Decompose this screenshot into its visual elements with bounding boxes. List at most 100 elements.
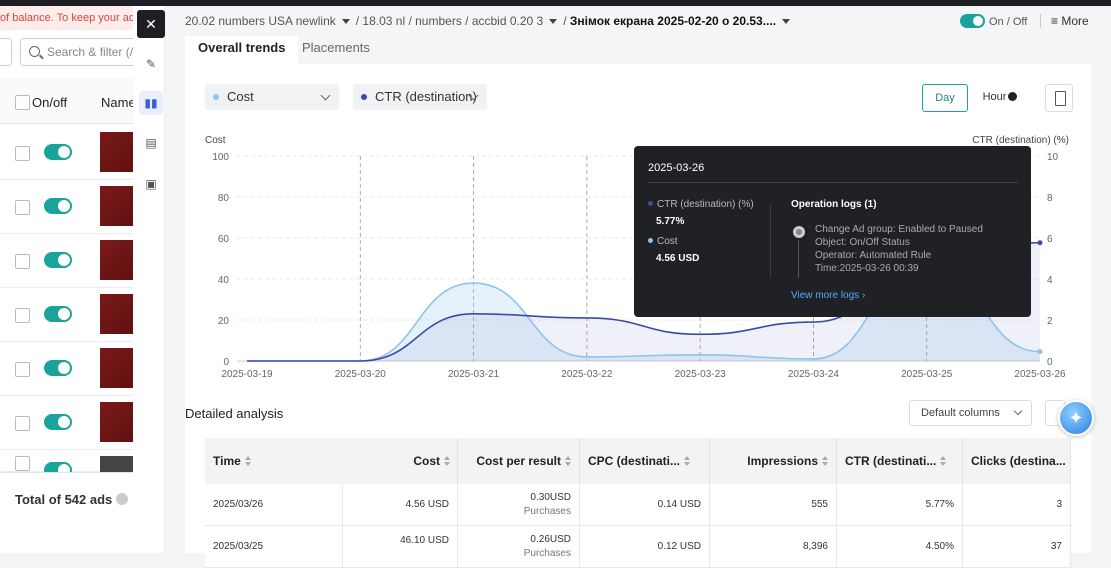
day-button[interactable]: Day bbox=[922, 84, 968, 112]
onoff-label: On / Off bbox=[989, 16, 1028, 28]
hour-label: Hour bbox=[982, 91, 1007, 103]
analytics-icon[interactable]: ▣ bbox=[145, 177, 157, 191]
col-header-clicks[interactable]: Clicks (destina... bbox=[963, 438, 1071, 484]
chart-icon[interactable]: ▮▮ bbox=[139, 91, 163, 115]
y-tick-right-label: 2 bbox=[1047, 316, 1053, 327]
ad-toggle[interactable] bbox=[44, 252, 72, 268]
view-more-logs-link[interactable]: View more logs › bbox=[791, 290, 866, 301]
sort-icon[interactable] bbox=[244, 456, 251, 466]
y-axis-right-title: CTR (destination) (%) bbox=[972, 135, 1069, 146]
list-item[interactable] bbox=[0, 234, 140, 288]
cell-cost-per-result: 0.30USD Purchases bbox=[458, 484, 580, 526]
sort-icon[interactable] bbox=[822, 456, 828, 466]
breadcrumb-ad[interactable]: Знімок екрана 2025-02-20 о 20.53.... bbox=[569, 14, 777, 28]
row-checkbox[interactable] bbox=[15, 308, 30, 323]
col-header-time[interactable]: Time bbox=[205, 438, 458, 484]
sort-icon[interactable] bbox=[684, 456, 691, 466]
toggle-icon[interactable] bbox=[960, 14, 985, 28]
ad-toggle[interactable] bbox=[44, 198, 72, 214]
cell-impressions: 555 bbox=[710, 484, 837, 526]
help-icon[interactable] bbox=[116, 493, 129, 505]
breadcrumb-campaign[interactable]: 20.02 numbers USA newlink bbox=[185, 14, 336, 28]
x-tick-label: 2025-03-26 bbox=[1014, 369, 1066, 380]
chevron-down-icon[interactable] bbox=[549, 19, 558, 24]
ai-assistant-button[interactable] bbox=[1058, 400, 1094, 436]
ad-toggle[interactable] bbox=[44, 306, 72, 322]
chevron-down-icon bbox=[320, 90, 331, 101]
hour-button[interactable]: Hour bbox=[970, 84, 1030, 112]
x-tick-label: 2025-03-20 bbox=[335, 369, 387, 380]
metric-left-label: Cost bbox=[227, 89, 254, 104]
row-checkbox[interactable] bbox=[15, 254, 30, 269]
search-input[interactable]: Search & filter (/) bbox=[20, 38, 140, 66]
cell-cpc: 0.14 USD bbox=[580, 484, 710, 526]
cell-ctr: 5.77% bbox=[837, 484, 963, 526]
edit-icon[interactable]: ✎ bbox=[145, 57, 157, 71]
col-header-cost[interactable]: Cost bbox=[343, 438, 458, 484]
cell-clicks: 37 bbox=[963, 526, 1071, 568]
list-item[interactable] bbox=[0, 126, 140, 180]
col-header-cost-per-result[interactable]: Cost per result bbox=[458, 438, 580, 484]
export-button[interactable] bbox=[1045, 84, 1073, 112]
cell-impressions: 8,396 bbox=[710, 526, 837, 568]
divider bbox=[1040, 14, 1041, 28]
col-header-label: CPC (destinati... bbox=[588, 454, 681, 468]
y-tick-right-label: 10 bbox=[1047, 152, 1059, 163]
cost-area bbox=[247, 266, 1040, 361]
chevron-down-icon[interactable] bbox=[782, 19, 791, 24]
row-checkbox[interactable] bbox=[15, 200, 30, 215]
x-tick-label: 2025-03-25 bbox=[901, 369, 953, 380]
ctr-dot-icon bbox=[361, 94, 367, 100]
metric-select-right[interactable]: CTR (destination) bbox=[353, 84, 487, 110]
ad-toggle[interactable] bbox=[44, 144, 72, 160]
tooltip-date: 2025-03-26 bbox=[648, 162, 705, 174]
tab-placements[interactable]: Placements bbox=[302, 40, 370, 55]
close-button[interactable]: ✕ bbox=[137, 10, 165, 38]
ad-thumbnail bbox=[100, 456, 140, 472]
ad-toggle[interactable] bbox=[44, 414, 72, 430]
col-header-label: Cost per result bbox=[476, 454, 561, 468]
breadcrumb-adgroup[interactable]: 18.03 nl / numbers / accbid 0.20 3 bbox=[362, 14, 544, 28]
row-checkbox[interactable] bbox=[15, 456, 30, 471]
sort-icon[interactable] bbox=[565, 456, 571, 466]
sort-icon[interactable] bbox=[444, 456, 450, 466]
select-all-checkbox[interactable] bbox=[15, 95, 30, 110]
tooltip-ctr-label: CTR (destination) (%) bbox=[648, 199, 754, 210]
list-item[interactable] bbox=[0, 288, 140, 342]
y-tick-left-label: 60 bbox=[218, 234, 230, 245]
row-checkbox[interactable] bbox=[15, 416, 30, 431]
x-tick-label: 2025-03-23 bbox=[675, 369, 727, 380]
sort-icon[interactable] bbox=[940, 456, 947, 466]
list-item[interactable] bbox=[0, 396, 140, 450]
list-item[interactable] bbox=[0, 450, 140, 478]
y-tick-right-label: 6 bbox=[1047, 234, 1053, 245]
timeline-node-icon bbox=[793, 226, 805, 238]
cost-dot-icon bbox=[213, 94, 219, 100]
balance-alert: of balance. To keep your ads bbox=[0, 6, 140, 30]
col-header-ctr[interactable]: CTR (destinati... bbox=[837, 438, 963, 484]
breadcrumb: 20.02 numbers USA newlink/ 18.03 nl / nu… bbox=[185, 14, 796, 28]
ad-toggle[interactable] bbox=[44, 360, 72, 376]
y-tick-left-label: 0 bbox=[223, 357, 229, 368]
list-item[interactable] bbox=[0, 342, 140, 396]
tab-overall-trends[interactable]: Overall trends bbox=[185, 36, 299, 64]
more-button[interactable]: ≡ More bbox=[1051, 14, 1089, 28]
chevron-down-icon[interactable] bbox=[341, 19, 350, 24]
col-header-cpc[interactable]: CPC (destinati... bbox=[580, 438, 710, 484]
metric-right-label: CTR (destination) bbox=[375, 89, 477, 104]
metric-select-left[interactable]: Cost bbox=[205, 84, 339, 110]
timeline-line bbox=[798, 240, 799, 278]
onoff-switch[interactable]: On / Off bbox=[960, 14, 1027, 28]
filter-edge[interactable] bbox=[0, 38, 12, 66]
row-checkbox[interactable] bbox=[15, 362, 30, 377]
tooltip-vdivider bbox=[770, 204, 771, 278]
op-line: Change Ad group: Enabled to Paused bbox=[815, 224, 983, 235]
ctr-dot-icon bbox=[648, 201, 653, 206]
document-icon[interactable]: ▤ bbox=[145, 136, 157, 150]
list-item[interactable] bbox=[0, 180, 140, 234]
col-header-impressions[interactable]: Impressions bbox=[710, 438, 837, 484]
row-checkbox[interactable] bbox=[15, 146, 30, 161]
header-onoff: On/off bbox=[32, 95, 68, 110]
columns-select[interactable]: Default columns bbox=[909, 400, 1032, 426]
y-tick-right-label: 0 bbox=[1047, 357, 1053, 368]
